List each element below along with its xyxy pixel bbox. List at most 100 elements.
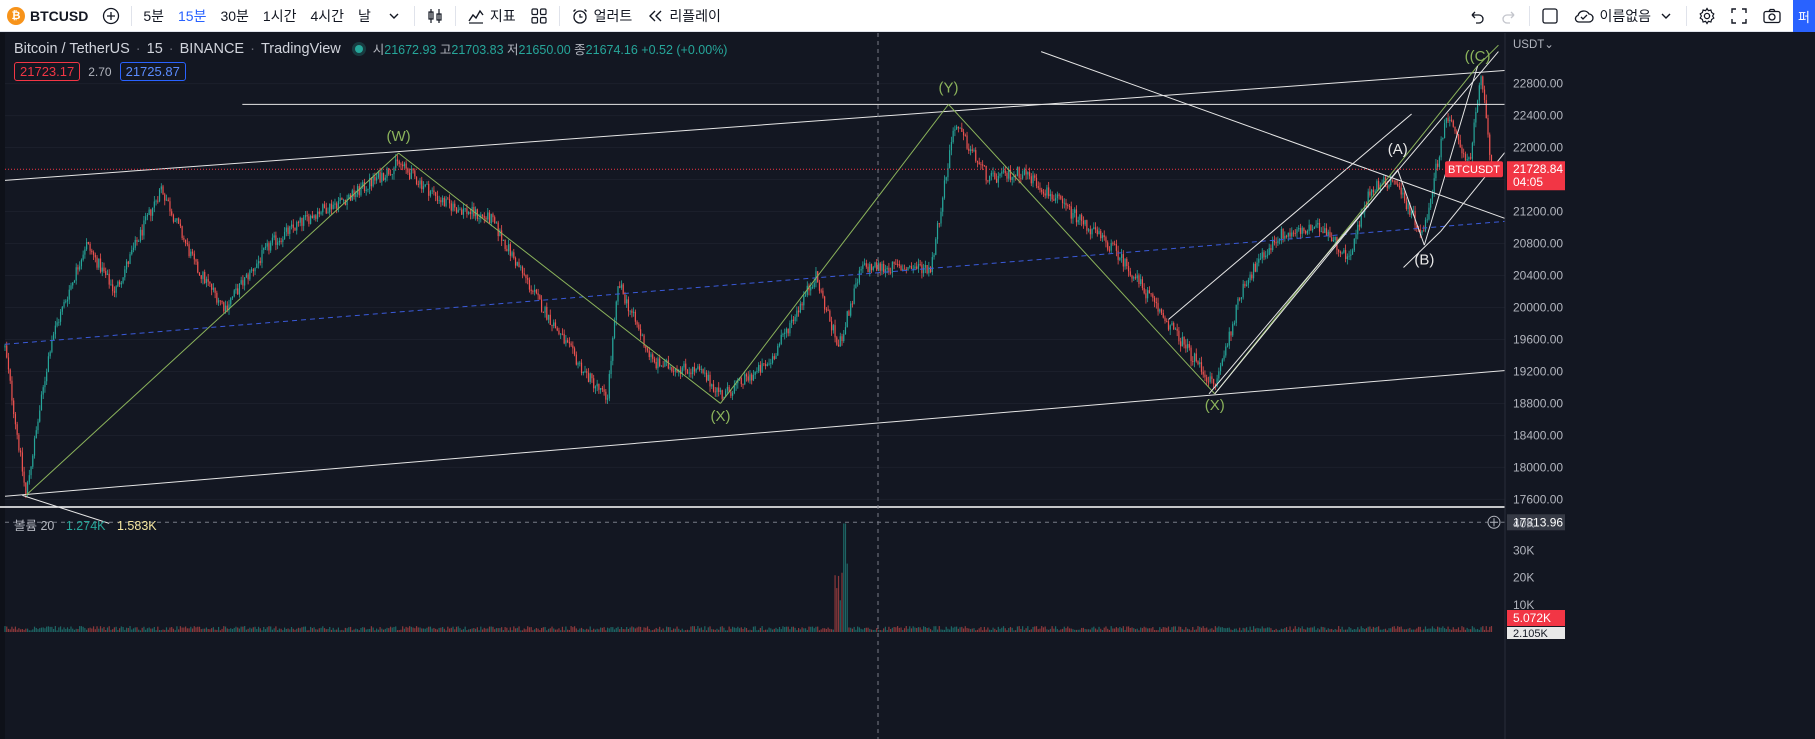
volume-bar xyxy=(1312,627,1314,632)
toolbar-divider xyxy=(413,5,415,26)
legend-title[interactable]: Bitcoin / TetherUS xyxy=(14,40,130,57)
candle-body xyxy=(1157,303,1159,312)
publish-button[interactable]: 퍼 xyxy=(1793,0,1815,32)
drawings[interactable] xyxy=(4,44,1742,524)
volume-bar xyxy=(1218,626,1220,632)
settings-button[interactable] xyxy=(1691,0,1723,32)
volume-label[interactable]: 볼륨 20 xyxy=(14,519,55,533)
sell-price-button[interactable]: 21723.17 xyxy=(14,62,81,81)
chart-area[interactable]: (W) (X) (Y) (X) (A) (B) ((C) USDT⌄ 22800.00 2240… xyxy=(0,33,1815,739)
redo-button[interactable] xyxy=(1493,0,1525,32)
volume-bar xyxy=(221,628,223,632)
candle-body xyxy=(190,251,192,257)
chart-canvas[interactable]: (W)(X)(Y)(X)(A)(B)((C) USDT⌄22800.002240… xyxy=(0,33,1815,739)
volume-bar xyxy=(645,627,647,632)
volume-bar xyxy=(1299,628,1302,632)
candle-body xyxy=(1310,224,1312,231)
candle-body xyxy=(127,261,129,264)
alert-button[interactable]: 얼러트 xyxy=(564,0,640,32)
volume-bar xyxy=(56,630,58,632)
interval-4h[interactable]: 4시간 xyxy=(310,7,345,24)
candle-body xyxy=(18,434,20,451)
volume-bar xyxy=(990,629,992,632)
candle-body xyxy=(388,168,390,175)
volume-bar xyxy=(978,628,980,632)
compare-add-button[interactable] xyxy=(95,0,127,32)
candle-body xyxy=(601,388,603,390)
candle-body xyxy=(77,267,79,270)
volume-bar xyxy=(785,626,788,632)
volume-bar xyxy=(709,626,711,632)
volume-bar xyxy=(721,626,723,632)
volume-bar xyxy=(105,630,107,632)
volume-bar xyxy=(1176,630,1178,632)
abc-wave-segment xyxy=(1214,169,1399,395)
interval-1h[interactable]: 1시간 xyxy=(262,7,297,24)
interval-5m[interactable]: 5분 xyxy=(143,7,165,24)
candle-body xyxy=(1478,85,1480,101)
mid-channel-line xyxy=(4,201,1742,345)
candle-body xyxy=(525,274,527,279)
undo-button[interactable] xyxy=(1461,0,1493,32)
interval-1d[interactable]: 날 xyxy=(358,7,371,24)
interval-30m[interactable]: 30분 xyxy=(220,7,249,24)
volume-bar xyxy=(1483,629,1486,632)
volume-bar xyxy=(1004,628,1006,632)
candle-body xyxy=(1133,277,1135,279)
chart-type-button[interactable] xyxy=(419,0,451,32)
volume-bar xyxy=(973,628,975,632)
candle-body xyxy=(626,299,628,304)
market-status-icon[interactable] xyxy=(354,44,363,53)
layout-name-button[interactable]: 이름없음 xyxy=(1566,0,1682,32)
currency-label: USDT⌄ xyxy=(1513,39,1554,51)
symbol-selector[interactable]: ₿ BTCUSD xyxy=(0,0,95,32)
layout-select-button[interactable] xyxy=(1534,0,1566,32)
snapshot-button[interactable] xyxy=(1755,0,1789,32)
fullscreen-button[interactable] xyxy=(1723,0,1755,32)
candle-body xyxy=(580,362,583,374)
candle-body xyxy=(468,212,470,214)
interval-15m[interactable]: 15분 xyxy=(178,7,207,24)
volume-bar xyxy=(120,626,122,632)
interval-dropdown[interactable] xyxy=(378,0,410,32)
volume-bar xyxy=(428,626,430,632)
volume-bar xyxy=(13,628,15,632)
volume-bar xyxy=(924,626,926,632)
candle-body xyxy=(1390,179,1392,186)
candle-body xyxy=(1254,263,1256,272)
candle-body xyxy=(176,218,178,221)
candle-body xyxy=(1218,371,1220,379)
candle-body xyxy=(577,363,579,365)
candle-body xyxy=(1289,232,1291,237)
volume-bar xyxy=(1023,629,1025,632)
candle-body xyxy=(747,376,749,381)
candle-body xyxy=(181,226,183,239)
templates-button[interactable] xyxy=(523,0,555,32)
candle-body xyxy=(716,387,718,393)
candle-body xyxy=(167,199,169,202)
volume-bar xyxy=(1193,629,1196,632)
candle-body xyxy=(659,358,661,366)
replay-button[interactable]: 리플레이 xyxy=(639,0,728,32)
candle-body xyxy=(785,328,788,333)
candle-body xyxy=(924,265,926,268)
volume-bar xyxy=(1306,627,1309,632)
candle-body xyxy=(1317,222,1319,225)
candle-body xyxy=(926,265,928,274)
candle-body xyxy=(975,150,977,161)
volume-bar xyxy=(1433,628,1435,632)
candle-body xyxy=(318,211,320,214)
candle-body xyxy=(485,217,487,220)
candle-body xyxy=(1322,231,1324,234)
volume-last-label: 5.072K xyxy=(1513,611,1551,625)
candle-body xyxy=(336,203,338,209)
candle-body xyxy=(822,290,824,297)
buy-price-button[interactable]: 21725.87 xyxy=(119,62,186,81)
volume-bar xyxy=(1143,626,1145,632)
candle-body xyxy=(547,314,550,320)
indicators-button[interactable]: 지표 xyxy=(460,0,523,32)
candle-body xyxy=(250,269,253,271)
volume-bar xyxy=(662,628,664,632)
candle-body xyxy=(666,360,668,362)
volume-bar xyxy=(735,628,737,632)
